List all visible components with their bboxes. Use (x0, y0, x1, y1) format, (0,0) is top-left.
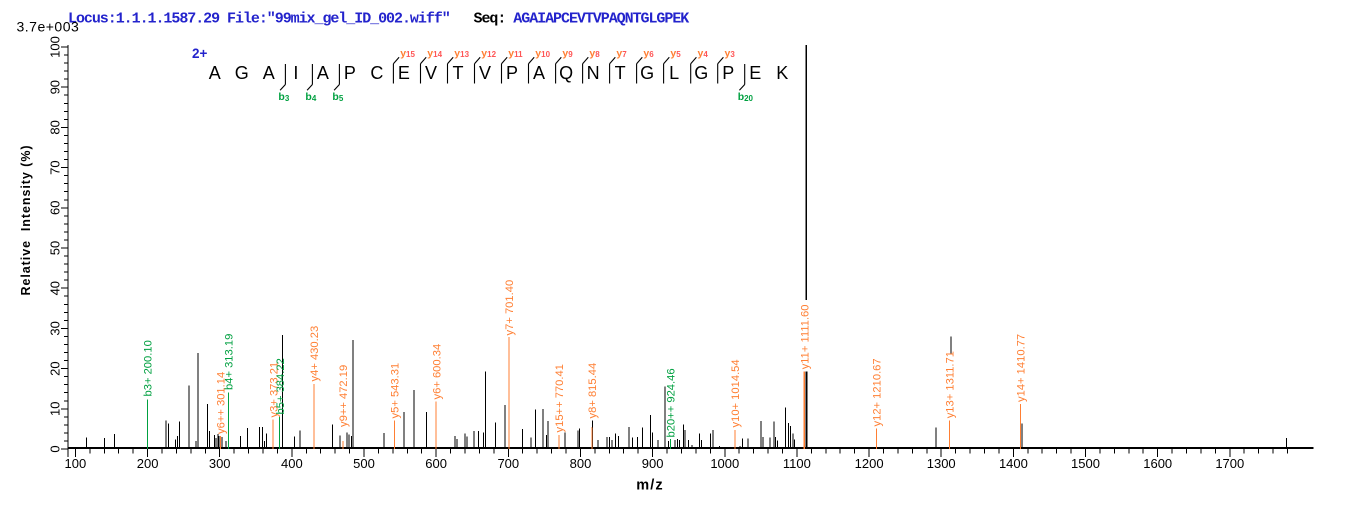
svg-text:60: 60 (48, 201, 63, 215)
svg-text:1100: 1100 (783, 456, 811, 471)
svg-text:1700: 1700 (1215, 456, 1244, 471)
svg-text:b3: b3 (278, 91, 289, 103)
svg-text:10: 10 (48, 402, 63, 416)
svg-text:V: V (425, 63, 437, 83)
svg-text:600: 600 (425, 456, 447, 471)
svg-text:400: 400 (281, 456, 303, 471)
svg-text:y10+ 1014.54: y10+ 1014.54 (730, 359, 742, 427)
svg-text:b4+ 313.19: b4+ 313.19 (224, 334, 236, 390)
svg-text:P: P (506, 63, 518, 83)
svg-text:y8: y8 (589, 48, 600, 60)
svg-text:A: A (263, 63, 275, 83)
svg-text:y8+ 815.44: y8+ 815.44 (587, 363, 599, 419)
svg-text:500: 500 (353, 456, 375, 471)
svg-text:1400: 1400 (999, 456, 1028, 471)
svg-text:y3+ 373.21: y3+ 373.21 (268, 362, 280, 418)
svg-text:b5: b5 (332, 91, 343, 103)
svg-text:y15: y15 (400, 48, 415, 60)
svg-text:y7+ 701.40: y7+ 701.40 (504, 280, 516, 336)
svg-text:P: P (722, 63, 734, 83)
svg-text:100: 100 (65, 456, 87, 471)
svg-text:L: L (669, 63, 679, 83)
svg-text:20: 20 (48, 361, 63, 375)
svg-text:90: 90 (48, 80, 63, 94)
svg-text:A: A (533, 63, 545, 83)
svg-text:30: 30 (48, 321, 63, 335)
svg-text:800: 800 (570, 456, 592, 471)
svg-text:V: V (479, 63, 491, 83)
svg-text:y11+ 1111.60: y11+ 1111.60 (799, 305, 811, 370)
svg-text:y12: y12 (481, 48, 496, 60)
svg-text:b4: b4 (305, 91, 316, 103)
svg-text:1300: 1300 (927, 456, 956, 471)
svg-text:T: T (615, 63, 626, 83)
svg-text:K: K (776, 63, 788, 83)
svg-text:Q: Q (559, 63, 573, 83)
svg-text:A: A (317, 63, 329, 83)
svg-text:1000: 1000 (710, 456, 739, 471)
svg-text:y4: y4 (698, 48, 709, 60)
svg-text:900: 900 (642, 456, 664, 471)
svg-text:P: P (344, 63, 356, 83)
svg-text:1200: 1200 (855, 456, 884, 471)
svg-text:70: 70 (48, 160, 63, 174)
svg-text:y6+ 600.34: y6+ 600.34 (431, 344, 443, 400)
svg-text:b20++ 924.46: b20++ 924.46 (665, 368, 677, 437)
svg-text:40: 40 (48, 281, 63, 295)
svg-text:80: 80 (48, 120, 63, 134)
svg-text:y5: y5 (670, 48, 681, 60)
svg-text:b3+ 200.10: b3+ 200.10 (143, 340, 155, 396)
svg-text:y3: y3 (725, 48, 736, 60)
svg-text:Locus:1.1.1.1587.29 File:"99mi: Locus:1.1.1.1587.29 File:"99mix_gel_ID_0… (68, 11, 689, 28)
svg-text:N: N (587, 63, 600, 83)
svg-text:100: 100 (48, 36, 63, 58)
svg-text:0: 0 (48, 445, 63, 452)
svg-text:Relative Intensity (%): Relative Intensity (%) (19, 144, 33, 295)
svg-text:1600: 1600 (1143, 456, 1172, 471)
svg-text:E: E (749, 63, 761, 83)
svg-text:y6++ 301.14: y6++ 301.14 (216, 372, 228, 434)
svg-text:y7: y7 (616, 48, 627, 60)
svg-text:300: 300 (209, 456, 231, 471)
svg-text:y15++ 770.41: y15++ 770.41 (554, 364, 566, 432)
svg-text:2+: 2+ (192, 46, 208, 61)
svg-text:b5+ 384.22: b5+ 384.22 (275, 358, 287, 414)
svg-text:y12+ 1210.67: y12+ 1210.67 (872, 358, 884, 426)
svg-text:I: I (293, 63, 298, 83)
svg-text:G: G (235, 63, 249, 83)
svg-text:3.7e+003: 3.7e+003 (17, 19, 80, 35)
svg-text:y6: y6 (643, 48, 654, 60)
svg-text:50: 50 (48, 241, 63, 255)
svg-text:T: T (453, 63, 464, 83)
svg-text:1500: 1500 (1071, 456, 1100, 471)
svg-text:m/z: m/z (636, 478, 663, 494)
svg-text:y10: y10 (535, 48, 550, 60)
svg-text:y5+ 543.31: y5+ 543.31 (390, 363, 402, 419)
svg-text:y14+ 1410.77: y14+ 1410.77 (1015, 334, 1027, 402)
svg-text:y13+ 1311.71: y13+ 1311.71 (945, 351, 957, 418)
svg-text:y13: y13 (454, 48, 469, 60)
svg-text:A: A (209, 63, 221, 83)
svg-text:b20: b20 (738, 91, 754, 103)
svg-text:y11: y11 (508, 48, 523, 60)
svg-text:y14: y14 (427, 48, 442, 60)
svg-text:C: C (370, 63, 383, 83)
svg-text:200: 200 (137, 456, 159, 471)
svg-text:G: G (694, 63, 708, 83)
svg-text:y9++ 472.19: y9++ 472.19 (338, 365, 350, 427)
svg-text:G: G (640, 63, 654, 83)
svg-text:y4+ 430.23: y4+ 430.23 (309, 326, 321, 382)
svg-text:E: E (398, 63, 410, 83)
svg-text:700: 700 (497, 456, 519, 471)
svg-text:y9: y9 (562, 48, 573, 60)
